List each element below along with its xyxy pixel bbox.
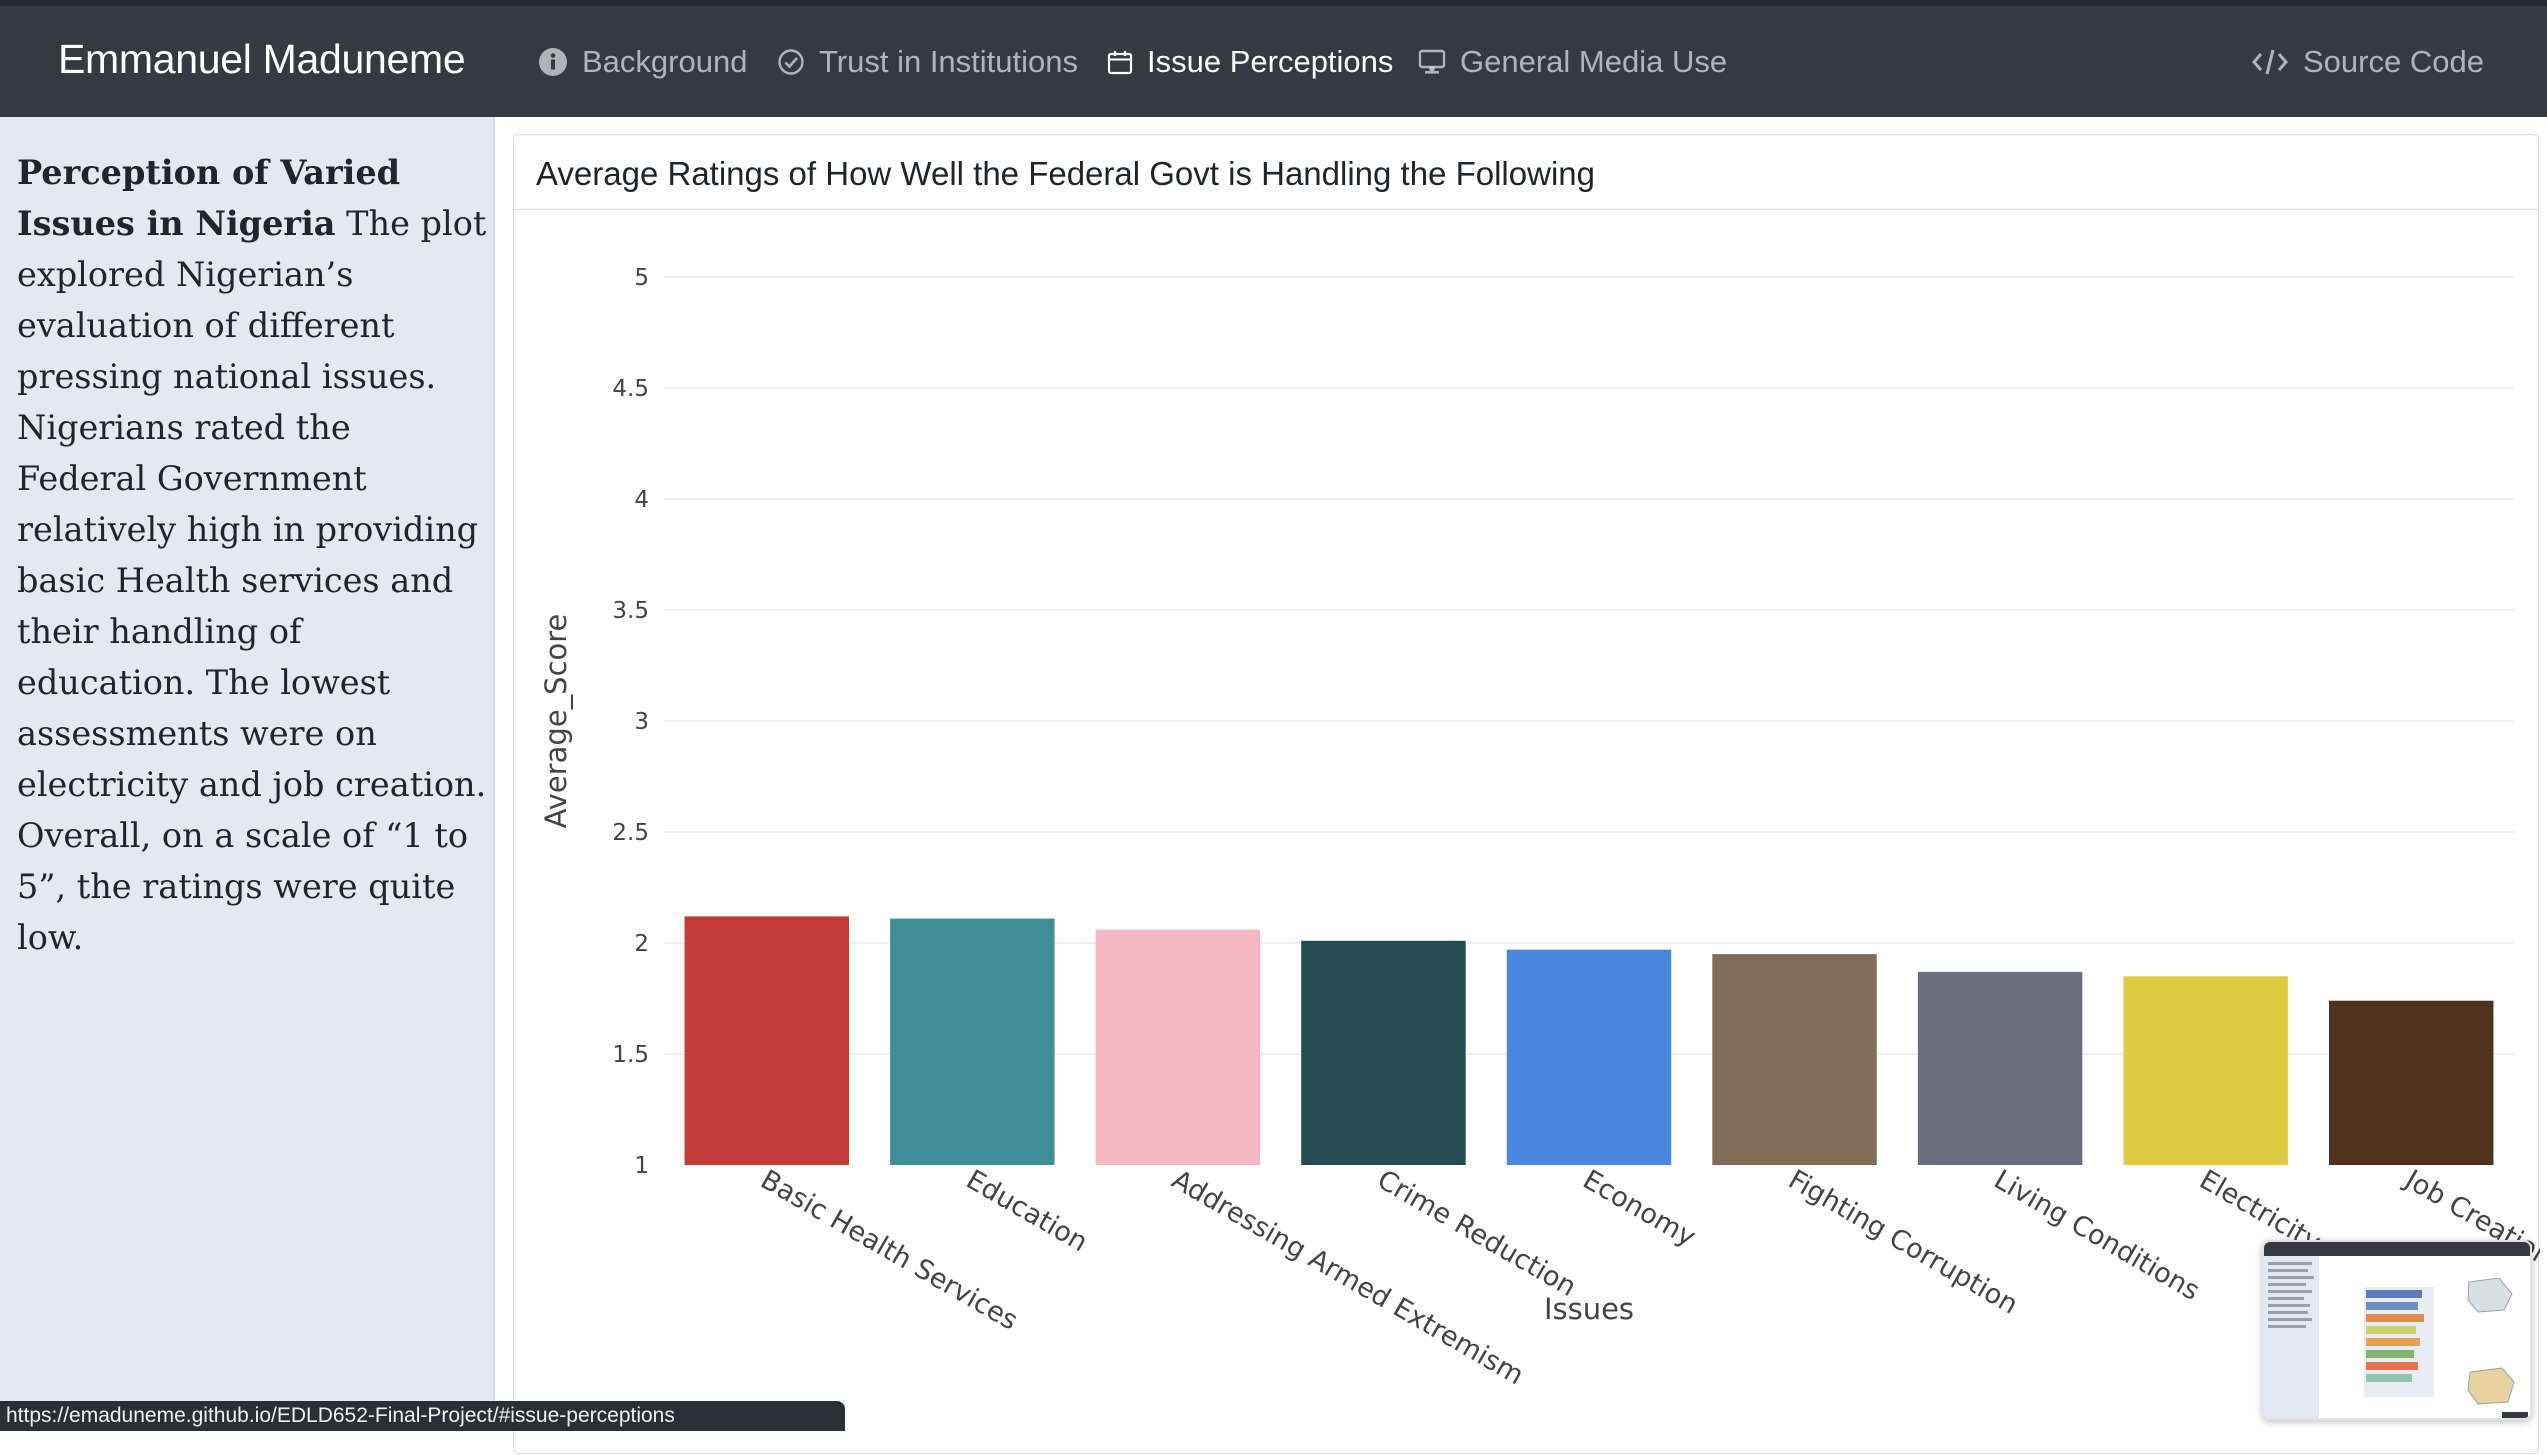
bar[interactable]: [1506, 949, 1672, 1165]
x-tick-label: Education: [961, 1164, 1093, 1258]
nav-trust-in-institutions[interactable]: Trust in Institutions: [777, 44, 1078, 80]
nav-issue-perceptions[interactable]: Issue Perceptions: [1107, 44, 1393, 80]
x-tick-label: Living Conditions: [1989, 1164, 2205, 1307]
y-tick-label: 2.5: [612, 820, 649, 846]
bar[interactable]: [2329, 1000, 2494, 1165]
chart-title: Average Ratings of How Well the Federal …: [536, 155, 1595, 192]
bar[interactable]: [684, 916, 849, 1165]
info-circle-icon: [539, 48, 567, 76]
source-code-link[interactable]: Source Code: [2251, 44, 2484, 80]
nav-background[interactable]: Background: [538, 44, 747, 80]
y-tick-label: 3.5: [612, 598, 649, 624]
x-axis-title: Issues: [1544, 1292, 1634, 1326]
x-tick-label: Addressing Armed Extremism: [1166, 1164, 1528, 1391]
bar[interactable]: [1095, 929, 1261, 1165]
nav-issue-label: Issue Perceptions: [1147, 44, 1394, 79]
nav-general-media-use[interactable]: General Media Use: [1418, 44, 1727, 80]
bar[interactable]: [1301, 940, 1466, 1165]
sidebar: Perception of Varied Issues in Nigeria T…: [0, 117, 495, 1425]
nav-media-label: General Media Use: [1460, 44, 1728, 79]
x-tick-label: Fighting Corruption: [1783, 1164, 2023, 1321]
check-circle-icon: [778, 49, 804, 75]
code-icon: [2252, 49, 2288, 75]
navbar: Emmanuel Maduneme Background Trust in In…: [0, 0, 2547, 117]
y-tick-label: 2: [634, 931, 649, 957]
bar[interactable]: [1712, 954, 1877, 1165]
y-tick-label: 1: [634, 1153, 649, 1179]
calendar-icon: [1107, 51, 1133, 75]
y-tick-label: 1.5: [612, 1042, 649, 1068]
bar[interactable]: [890, 918, 1055, 1165]
sidebar-description: Perception of Varied Issues in Nigeria T…: [17, 147, 487, 963]
y-tick-label: 4: [634, 487, 649, 513]
status-bar-url: https://emaduneme.github.io/EDLD652-Fina…: [0, 1401, 845, 1431]
y-tick-label: 5: [634, 265, 649, 291]
nav-trust-label: Trust in Institutions: [819, 44, 1079, 79]
monitor-icon: [1418, 49, 1446, 74]
y-axis-title: Average_Score: [539, 614, 573, 829]
sidebar-body: The plot explored Nigerian’s evaluation …: [17, 204, 487, 957]
sidebar-heading: Perception of Varied Issues in Nigeria: [17, 153, 401, 243]
page-thumbnail-preview[interactable]: [2262, 1240, 2532, 1420]
card-header: Average Ratings of How Well the Federal …: [514, 135, 2538, 210]
nav-background-label: Background: [582, 44, 748, 79]
thumbnail-image: [2264, 1242, 2530, 1418]
x-tick-label: Economy: [1578, 1164, 1701, 1253]
source-code-label: Source Code: [2303, 44, 2484, 79]
x-tick-label: Crime Reduction: [1372, 1164, 1581, 1303]
bar[interactable]: [2123, 976, 2288, 1165]
y-tick-label: 4.5: [612, 376, 649, 402]
brand-title[interactable]: Emmanuel Maduneme: [58, 36, 466, 82]
y-tick-label: 3: [634, 709, 649, 735]
bar[interactable]: [1917, 971, 2083, 1165]
chart-card: Average Ratings of How Well the Federal …: [513, 134, 2540, 1455]
